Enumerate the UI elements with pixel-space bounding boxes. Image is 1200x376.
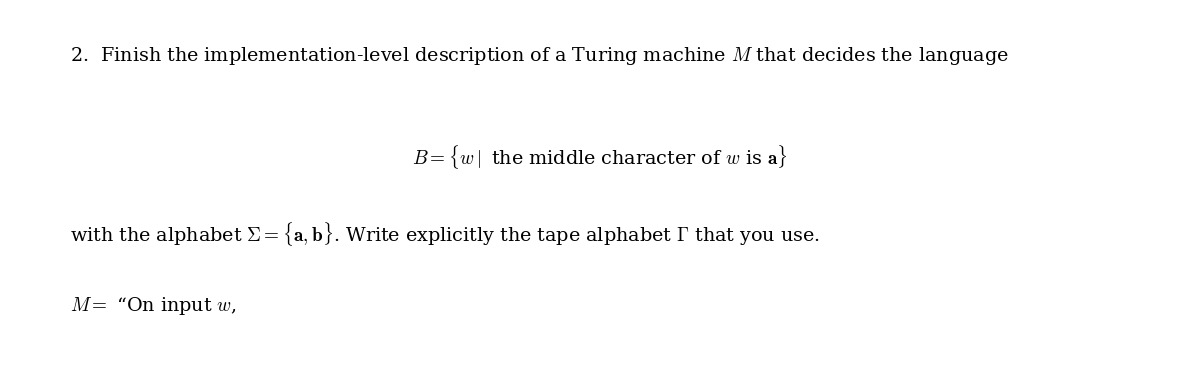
- Text: $B = \{w\mid$ the middle character of $w$ is $\mathbf{a}\}$: $B = \{w\mid$ the middle character of $w…: [413, 143, 787, 171]
- Text: $M =$ “On input $w$,: $M =$ “On input $w$,: [70, 295, 236, 317]
- Text: with the alphabet $\Sigma = \{\mathbf{a}, \mathbf{b}\}$. Write explicitly the ta: with the alphabet $\Sigma = \{\mathbf{a}…: [70, 220, 820, 248]
- Text: 2.  Finish the implementation-level description of a Turing machine $M$ that dec: 2. Finish the implementation-level descr…: [70, 45, 1008, 67]
